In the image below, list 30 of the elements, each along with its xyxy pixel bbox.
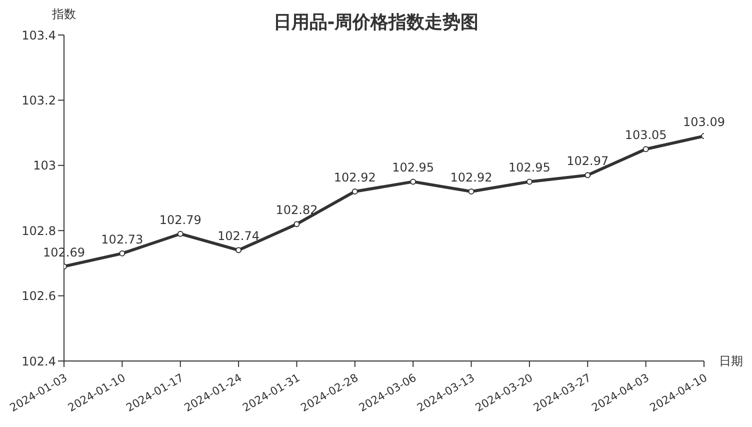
chart-title: 日用品-周价格指数走势图 <box>273 12 479 33</box>
data-label: 103.09 <box>683 115 725 130</box>
point <box>236 247 242 254</box>
data-label: 102.95 <box>392 160 434 175</box>
y-tick-label: 102.4 <box>22 354 56 368</box>
x-axis-title: 日期 <box>719 353 743 370</box>
data-label: 102.95 <box>508 160 550 175</box>
point <box>642 146 649 152</box>
point <box>526 178 532 185</box>
data-label: 102.97 <box>566 154 609 168</box>
data-label: 103.05 <box>624 128 667 142</box>
y-tick-label: 103.2 <box>22 93 56 108</box>
point <box>294 221 300 228</box>
point <box>468 188 474 194</box>
point <box>119 250 126 256</box>
y-tick-label: 103 <box>33 158 56 173</box>
data-label: 102.73 <box>101 232 144 246</box>
y-tick-label: 102.8 <box>22 224 56 238</box>
data-label: 102.92 <box>334 170 376 184</box>
y-axis-title: 指数 <box>52 6 76 23</box>
data-label: 102.92 <box>450 170 492 184</box>
data-label: 102.79 <box>159 212 202 227</box>
point <box>410 178 416 185</box>
data-label: 102.82 <box>276 203 318 218</box>
y-tick-label: 103.4 <box>22 28 56 42</box>
data-label: 102.74 <box>218 229 260 244</box>
point <box>177 230 184 237</box>
point <box>584 172 591 178</box>
point <box>352 188 358 194</box>
y-tick-label: 102.6 <box>22 289 56 304</box>
